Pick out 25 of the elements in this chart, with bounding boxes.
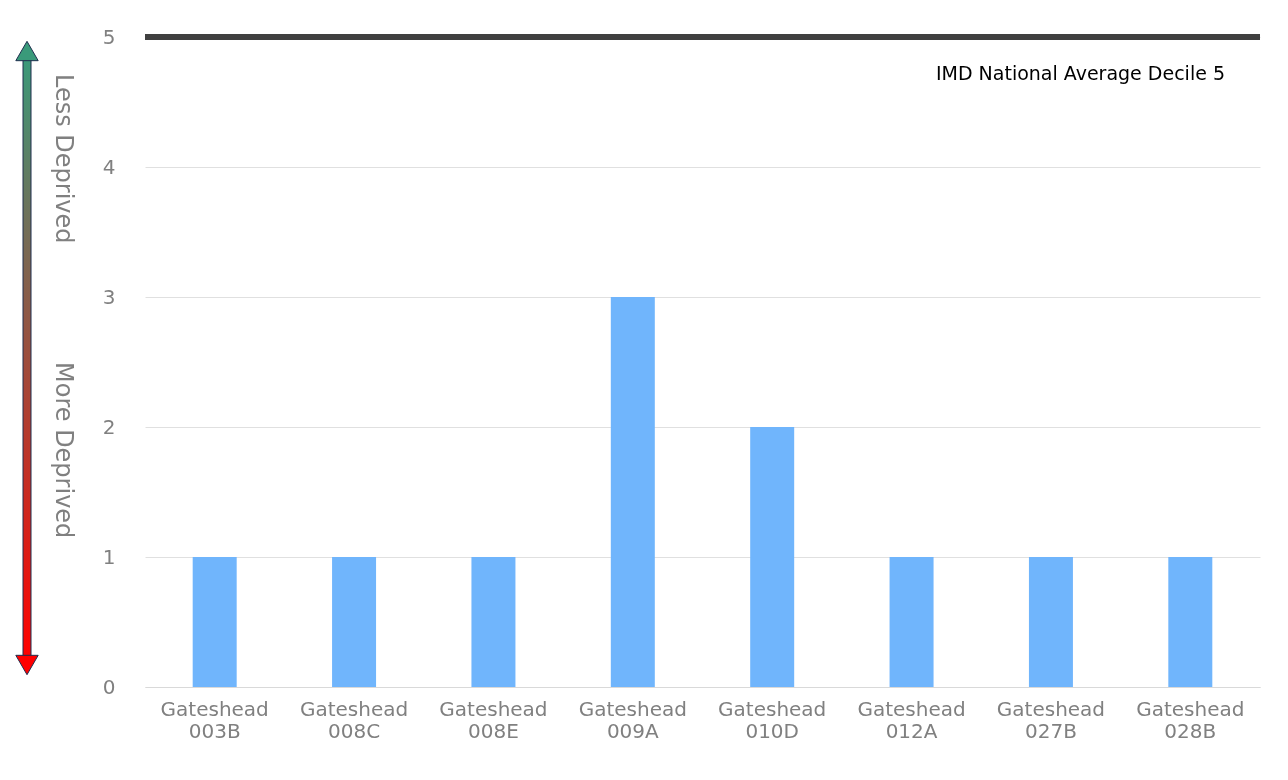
x-tick-label: Gateshead 009A — [578, 696, 687, 743]
y-tick-label: 0 — [102, 674, 116, 699]
x-tick-label: Gateshead 003B — [160, 696, 269, 743]
bar — [332, 557, 377, 687]
x-tick-label: Gateshead 027B — [996, 696, 1106, 743]
text: Less Deprived — [50, 74, 78, 244]
x-tick-label: Gateshead 028B — [1136, 696, 1245, 743]
y-tick-label: 2 — [102, 414, 116, 439]
ref-line-label: IMD National Average Decile 5 — [935, 62, 1225, 84]
bar — [1028, 557, 1073, 687]
bar — [610, 297, 655, 687]
bar — [1168, 557, 1213, 687]
x-tick-label: Gateshead 008E — [439, 696, 548, 743]
text: More Deprived — [50, 362, 78, 539]
y-tick-label: 4 — [102, 154, 116, 179]
x-tick-label: Gateshead 010D — [718, 696, 827, 743]
x-tick-label: Gateshead 008C — [299, 696, 409, 743]
y-tick-label: 3 — [102, 284, 116, 309]
bar — [471, 557, 516, 687]
bar — [889, 557, 934, 687]
bar — [750, 427, 795, 687]
y-tick-label: 5 — [102, 24, 116, 49]
bar — [192, 557, 237, 687]
x-tick-label: Gateshead 012A — [857, 696, 966, 743]
y-tick-label: 1 — [102, 544, 116, 569]
